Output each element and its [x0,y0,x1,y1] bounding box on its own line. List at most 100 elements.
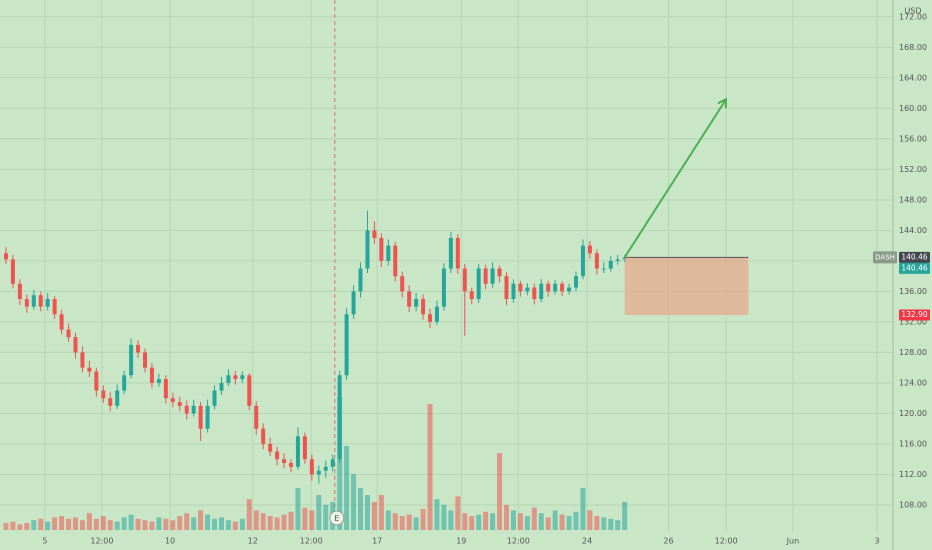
candle-body [288,463,293,467]
y-tick-label: 172.00 [899,12,927,21]
volume-bar [448,510,454,530]
volume-bar [10,521,16,530]
candle-body [177,402,182,406]
price-tag-label: 132.90 [901,310,927,319]
volume-bar [580,488,586,530]
volume-bar [246,499,252,530]
candle-body [469,291,474,300]
candle-body [587,245,592,254]
price-tag [899,309,930,321]
volume-bar [392,513,398,530]
volume-bar [239,518,245,530]
volume-bar [170,520,176,530]
candle-body [59,314,64,330]
volume-bar [156,517,162,530]
candle-body [94,371,99,391]
volume-bar [483,511,489,530]
volume-bar [413,517,419,530]
x-tick-label: 24 [582,537,592,546]
candle-body [163,379,168,399]
candle-body [441,268,446,307]
candle-body [10,259,15,284]
volume-bar [274,517,280,530]
candle-body [3,253,8,260]
y-tick-label: 160.00 [899,104,927,113]
price-tag [899,251,930,263]
candle-body [282,459,287,464]
candle-body [462,268,467,292]
axis-labels: 108.00 112.00 116.00 120.00 124.00 128.00 132.… [42,12,930,546]
volume-bar [17,524,23,530]
volume-bar [490,513,496,530]
candle-body [170,398,175,403]
volume-bar [225,520,231,530]
candle-body [108,398,113,406]
candle-body [136,344,141,353]
candle-body [87,367,92,372]
volume-bar [38,518,44,530]
volume-bar [107,520,113,530]
candle-body [17,283,22,300]
volume-bar [128,514,134,530]
volume-bar [337,397,343,530]
volume-bar [121,517,127,530]
candle-body [254,405,259,429]
volume-bar [177,516,183,530]
candle-body [233,375,238,380]
volume-bar [79,520,85,530]
volume-bar [135,518,141,530]
volume-bar [385,510,391,530]
volume-bar [559,514,565,530]
volume-bar [378,495,384,530]
candle-body [149,367,154,383]
volume-bar [524,516,530,530]
candle-body [428,314,433,322]
candle-body [553,283,558,292]
candle-body [504,276,509,300]
y-tick-label: 128.00 [899,348,927,357]
volume-bar [531,507,537,530]
x-tick-label: 12:00 [715,537,738,546]
candle-body [574,276,579,288]
candle-body [407,291,412,307]
candle-body [601,268,606,270]
y-tick-label: 132.00 [899,317,927,326]
candle-body [518,283,523,292]
volume-bar [260,513,266,530]
candle-body [295,436,300,467]
event-label: E [334,514,339,523]
volume-bar [510,510,516,530]
candle-body [448,238,453,269]
y-tick-label: 164.00 [899,73,927,82]
candle-body [490,268,495,284]
candle-body [316,470,321,475]
volume-bar [316,495,322,530]
volume-bar [149,521,155,530]
candle-body [129,344,134,376]
price-tag [899,262,930,274]
x-tick-label: 19 [456,537,466,546]
x-tick-label: 17 [372,537,382,546]
volume-bar [184,513,190,530]
y-tick-label: 148.00 [899,195,927,204]
volume-bar [232,521,238,530]
volume-bar [253,510,259,530]
candle-body [476,268,481,300]
volume-bar [52,517,58,530]
candle-body [184,405,189,414]
candle-body [546,283,551,292]
volume-bar [142,520,148,530]
x-tick-label: 26 [663,537,673,546]
volume-bar [573,511,579,530]
candle-body [330,459,335,467]
candle-body [38,295,43,307]
candle-body [302,436,307,460]
candle-body [247,375,252,406]
drawings: E [329,100,749,526]
candle-body [532,287,537,300]
volume-bar [3,523,9,530]
volume-bar [587,510,593,530]
candle-body [539,283,544,300]
candle-body [31,295,36,307]
